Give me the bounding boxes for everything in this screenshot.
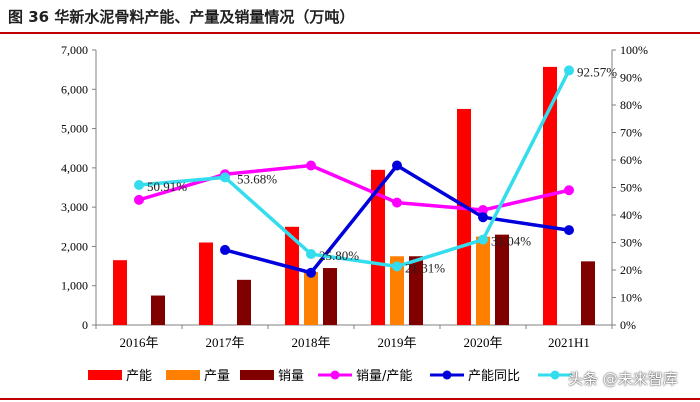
y-left-tick-label: 6,000 <box>61 82 88 96</box>
legend-label: 产能 <box>126 369 152 384</box>
x-tick-label: 2018年 <box>291 335 330 350</box>
x-tick-label: 2020年 <box>463 335 502 350</box>
legend-swatch-point <box>330 370 340 380</box>
y-left-tick-label: 5,000 <box>61 122 88 136</box>
watermark: 头条 @未来智库 <box>558 360 700 396</box>
bar-sales <box>151 295 165 325</box>
bar-capacity <box>113 260 127 325</box>
chart-lines <box>134 65 574 278</box>
x-tick-label: 2017年 <box>205 335 244 350</box>
y-right-tick-label: 10% <box>620 291 642 305</box>
legend-swatch-bar <box>88 370 122 380</box>
series-point-1 <box>478 212 488 223</box>
series-point-1 <box>392 160 402 171</box>
series-point-0 <box>134 194 144 205</box>
legend-swatch-bar <box>240 370 274 380</box>
bar-sales <box>581 261 595 325</box>
bar-capacity <box>371 169 385 325</box>
chart-legend: 产能 产量 销量 销量/产能 产能同比 <box>88 369 572 384</box>
bottom-rule <box>0 398 700 400</box>
bar-capacity <box>199 242 213 325</box>
series-line-0 <box>138 163 570 212</box>
series-point-2 <box>220 172 230 183</box>
data-label: 92.57% <box>577 64 617 79</box>
series-point-0 <box>306 160 316 171</box>
legend-label: 销量/产能 <box>356 369 412 384</box>
y-right-tick-label: 0% <box>620 318 636 332</box>
series-point-2 <box>134 179 144 190</box>
bar-output <box>304 271 318 325</box>
bar-sales <box>323 268 337 325</box>
series-point-2 <box>478 234 488 245</box>
data-label: 25.80% <box>319 248 359 263</box>
y-right-tick-label: 100% <box>620 43 648 57</box>
bar-capacity <box>457 108 471 325</box>
y-right-tick-label: 40% <box>620 208 642 222</box>
series-point-2 <box>392 261 402 272</box>
legend-label: 销量 <box>278 369 304 384</box>
data-label: 31.04% <box>491 234 531 249</box>
y-right-tick-label: 20% <box>620 263 642 277</box>
bar-sales <box>495 234 509 325</box>
series-line-2 <box>138 69 571 269</box>
data-label: 50.91% <box>147 179 187 194</box>
series-point-2 <box>306 249 316 260</box>
y-right-tick-label: 90% <box>620 71 642 85</box>
chart-bars <box>113 66 595 326</box>
legend-swatch-bar <box>166 370 200 380</box>
y-left-tick-label: 4,000 <box>61 161 88 175</box>
series-point-0 <box>564 185 574 196</box>
series-point-2 <box>564 65 574 76</box>
bar-output <box>390 256 404 325</box>
y-left-tick-label: 7,000 <box>61 43 88 57</box>
series-point-1 <box>220 244 230 255</box>
series-point-0 <box>392 197 402 208</box>
y-left-tick-label: 3,000 <box>61 200 88 214</box>
title-bar: 图 36 华新水泥骨料产能、产量及销量情况（万吨） <box>0 0 700 34</box>
legend-swatch-point <box>442 370 452 380</box>
data-label: 53.68% <box>237 171 277 186</box>
x-tick-label: 2021H1 <box>548 335 590 350</box>
legend-label: 产能同比 <box>468 369 520 384</box>
y-right-tick-label: 50% <box>620 181 642 195</box>
y-right-tick-label: 70% <box>620 126 642 140</box>
y-right-tick-label: 30% <box>620 236 642 250</box>
title-rule <box>0 32 700 34</box>
bar-sales <box>409 256 423 325</box>
page-title: 图 36 华新水泥骨料产能、产量及销量情况（万吨） <box>8 8 355 26</box>
y-left-tick-label: 0 <box>82 318 88 332</box>
y-right-tick-label: 60% <box>620 153 642 167</box>
chart-labels: 50.91% 53.68% 25.80% 21.31% 31.04% 92.57% <box>147 64 617 275</box>
legend-label: 产量 <box>204 369 230 384</box>
y-right-tick-label: 80% <box>620 98 642 112</box>
x-tick-label: 2019年 <box>377 335 416 350</box>
bar-sales <box>237 279 251 325</box>
y-left-tick-label: 1,000 <box>61 279 88 293</box>
bar-capacity <box>285 226 299 325</box>
data-label: 21.31% <box>405 260 445 275</box>
legend-swatch-point <box>550 370 560 380</box>
bar-output <box>476 236 490 325</box>
x-tick-label: 2016年 <box>119 335 158 350</box>
series-point-1 <box>306 267 316 278</box>
watermark-text: 头条 @未来智库 <box>568 370 678 388</box>
series-point-0 <box>478 205 488 216</box>
series-point-1 <box>564 225 574 236</box>
y-left-tick-label: 2,000 <box>61 239 88 253</box>
chart-axes: 0 1,000 2,000 3,000 4,000 5,000 6,000 7,000 0% 10… <box>61 43 648 350</box>
